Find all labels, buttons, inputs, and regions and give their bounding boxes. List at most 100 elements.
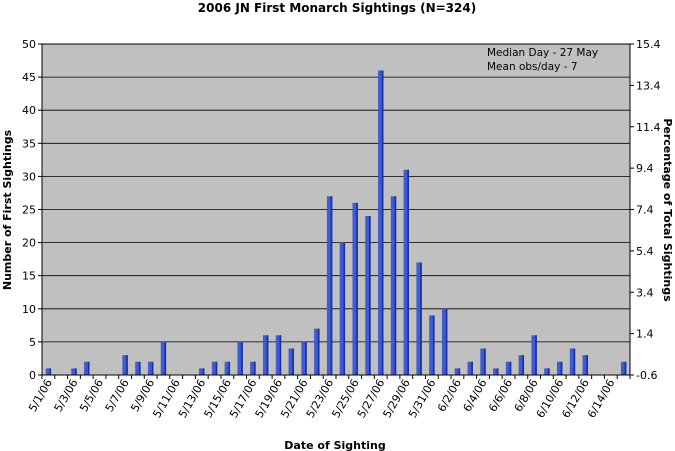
bar xyxy=(45,368,52,375)
bar-shade xyxy=(369,216,371,375)
y-tick-label: 15 xyxy=(22,270,36,283)
bar xyxy=(339,242,346,375)
bar xyxy=(275,335,282,375)
x-tick-label: 6/6/06 xyxy=(486,377,515,414)
bar xyxy=(288,348,294,375)
x-tick-label: 6/2/06 xyxy=(435,377,464,414)
bar xyxy=(441,308,448,375)
bar xyxy=(557,361,563,375)
bar-shade xyxy=(126,355,128,375)
bar-shade xyxy=(624,361,627,375)
bar-shade xyxy=(458,368,461,375)
y2-tick-label: 13.4 xyxy=(636,79,661,92)
y-tick-label: 5 xyxy=(29,336,36,349)
bar xyxy=(122,355,128,375)
bar-shade xyxy=(522,355,525,375)
y-tick-label: 20 xyxy=(22,237,36,250)
bar xyxy=(493,368,499,375)
y-tick-label: 25 xyxy=(22,204,36,217)
y-axis: 0 5 10 15 20 25 30 35 40 45 50 xyxy=(22,38,42,382)
bar xyxy=(147,361,154,375)
bar xyxy=(518,355,525,375)
y2-tick-label: 7.4 xyxy=(636,204,654,217)
x-tick-label: 6/4/06 xyxy=(461,377,490,414)
bar-shade xyxy=(484,348,486,375)
gridlines xyxy=(42,76,630,343)
y2-tick-label: 15.4 xyxy=(636,38,661,51)
bar-shade xyxy=(394,196,397,375)
bar xyxy=(314,328,320,375)
bar-shade xyxy=(241,341,243,375)
bar xyxy=(416,262,422,375)
bar-shade xyxy=(420,262,422,375)
bar-shade xyxy=(87,361,90,375)
bar-shade xyxy=(560,361,563,375)
y2-tick-label: 9.4 xyxy=(636,162,654,175)
y-tick-label: 30 xyxy=(22,170,36,183)
bar-shade xyxy=(407,169,409,375)
y2-tick-label: 5.4 xyxy=(636,245,654,258)
y-tick-label: 50 xyxy=(22,38,36,51)
x-axis: 5/1/065/3/065/5/065/7/065/9/065/11/065/1… xyxy=(26,375,631,420)
chart-title: 2006 JN First Monarch Sightings (N=324) xyxy=(198,1,476,15)
bar-shade xyxy=(215,361,218,375)
bar-shade xyxy=(381,70,384,375)
bar-shade xyxy=(49,368,52,375)
bar xyxy=(160,341,167,375)
x-axis-title: Date of Sighting xyxy=(284,439,385,451)
bars xyxy=(45,70,627,375)
y-tick-label: 40 xyxy=(22,104,36,117)
bar xyxy=(250,361,256,375)
bar xyxy=(84,361,90,375)
y2-axis: -0.6 1.4 3.4 5.4 7.4 9.4 11.4 13.4 15.4 xyxy=(630,38,661,382)
bar-shade xyxy=(253,361,256,375)
y-tick-label: 45 xyxy=(22,71,36,84)
bar-shade xyxy=(573,348,576,375)
bar-shade xyxy=(509,361,512,375)
bar xyxy=(582,355,588,375)
bar xyxy=(390,196,397,375)
bar-shade xyxy=(202,368,205,375)
bar-shade xyxy=(317,328,320,375)
x-tick-label: 5/7/06 xyxy=(103,377,132,414)
bar xyxy=(326,196,333,375)
bar-shade xyxy=(279,335,282,375)
bar-shade xyxy=(586,355,588,375)
bar xyxy=(544,368,550,375)
bar xyxy=(467,361,473,375)
bar xyxy=(454,368,461,375)
bar xyxy=(365,216,371,375)
bar-shade xyxy=(75,368,77,375)
annotation-median: Median Day - 27 May xyxy=(487,47,598,59)
bar-shade xyxy=(266,335,269,375)
y2-tick-label: 1.4 xyxy=(636,328,654,341)
bar xyxy=(403,169,409,375)
bar xyxy=(531,335,537,375)
bar-shade xyxy=(432,315,435,375)
bar-shade xyxy=(305,341,307,375)
y-tick-label: 35 xyxy=(22,137,36,150)
y2-tick-label: 11.4 xyxy=(636,121,661,134)
bar xyxy=(237,341,243,375)
bar xyxy=(224,361,231,375)
bar-shade xyxy=(471,361,473,375)
bar xyxy=(429,315,435,375)
bar xyxy=(199,368,205,375)
x-tick-label: 5/1/06 xyxy=(26,377,55,414)
bar xyxy=(71,368,77,375)
y-tick-label: 0 xyxy=(29,369,36,382)
bar xyxy=(211,361,218,375)
bar-shade xyxy=(535,335,537,375)
bar-shade xyxy=(330,196,333,375)
bar-shade xyxy=(445,308,448,375)
bar xyxy=(352,202,358,375)
bar-shade xyxy=(496,368,499,375)
bar xyxy=(620,361,627,375)
annotation-mean: Mean obs/day - 7 xyxy=(487,61,578,73)
bar-shade xyxy=(356,202,358,375)
bar-shade xyxy=(138,361,141,375)
x-tick-label: 5/5/06 xyxy=(77,377,106,414)
bar-shade xyxy=(292,348,294,375)
y-axis-title: Number of First Sightings xyxy=(1,129,14,290)
